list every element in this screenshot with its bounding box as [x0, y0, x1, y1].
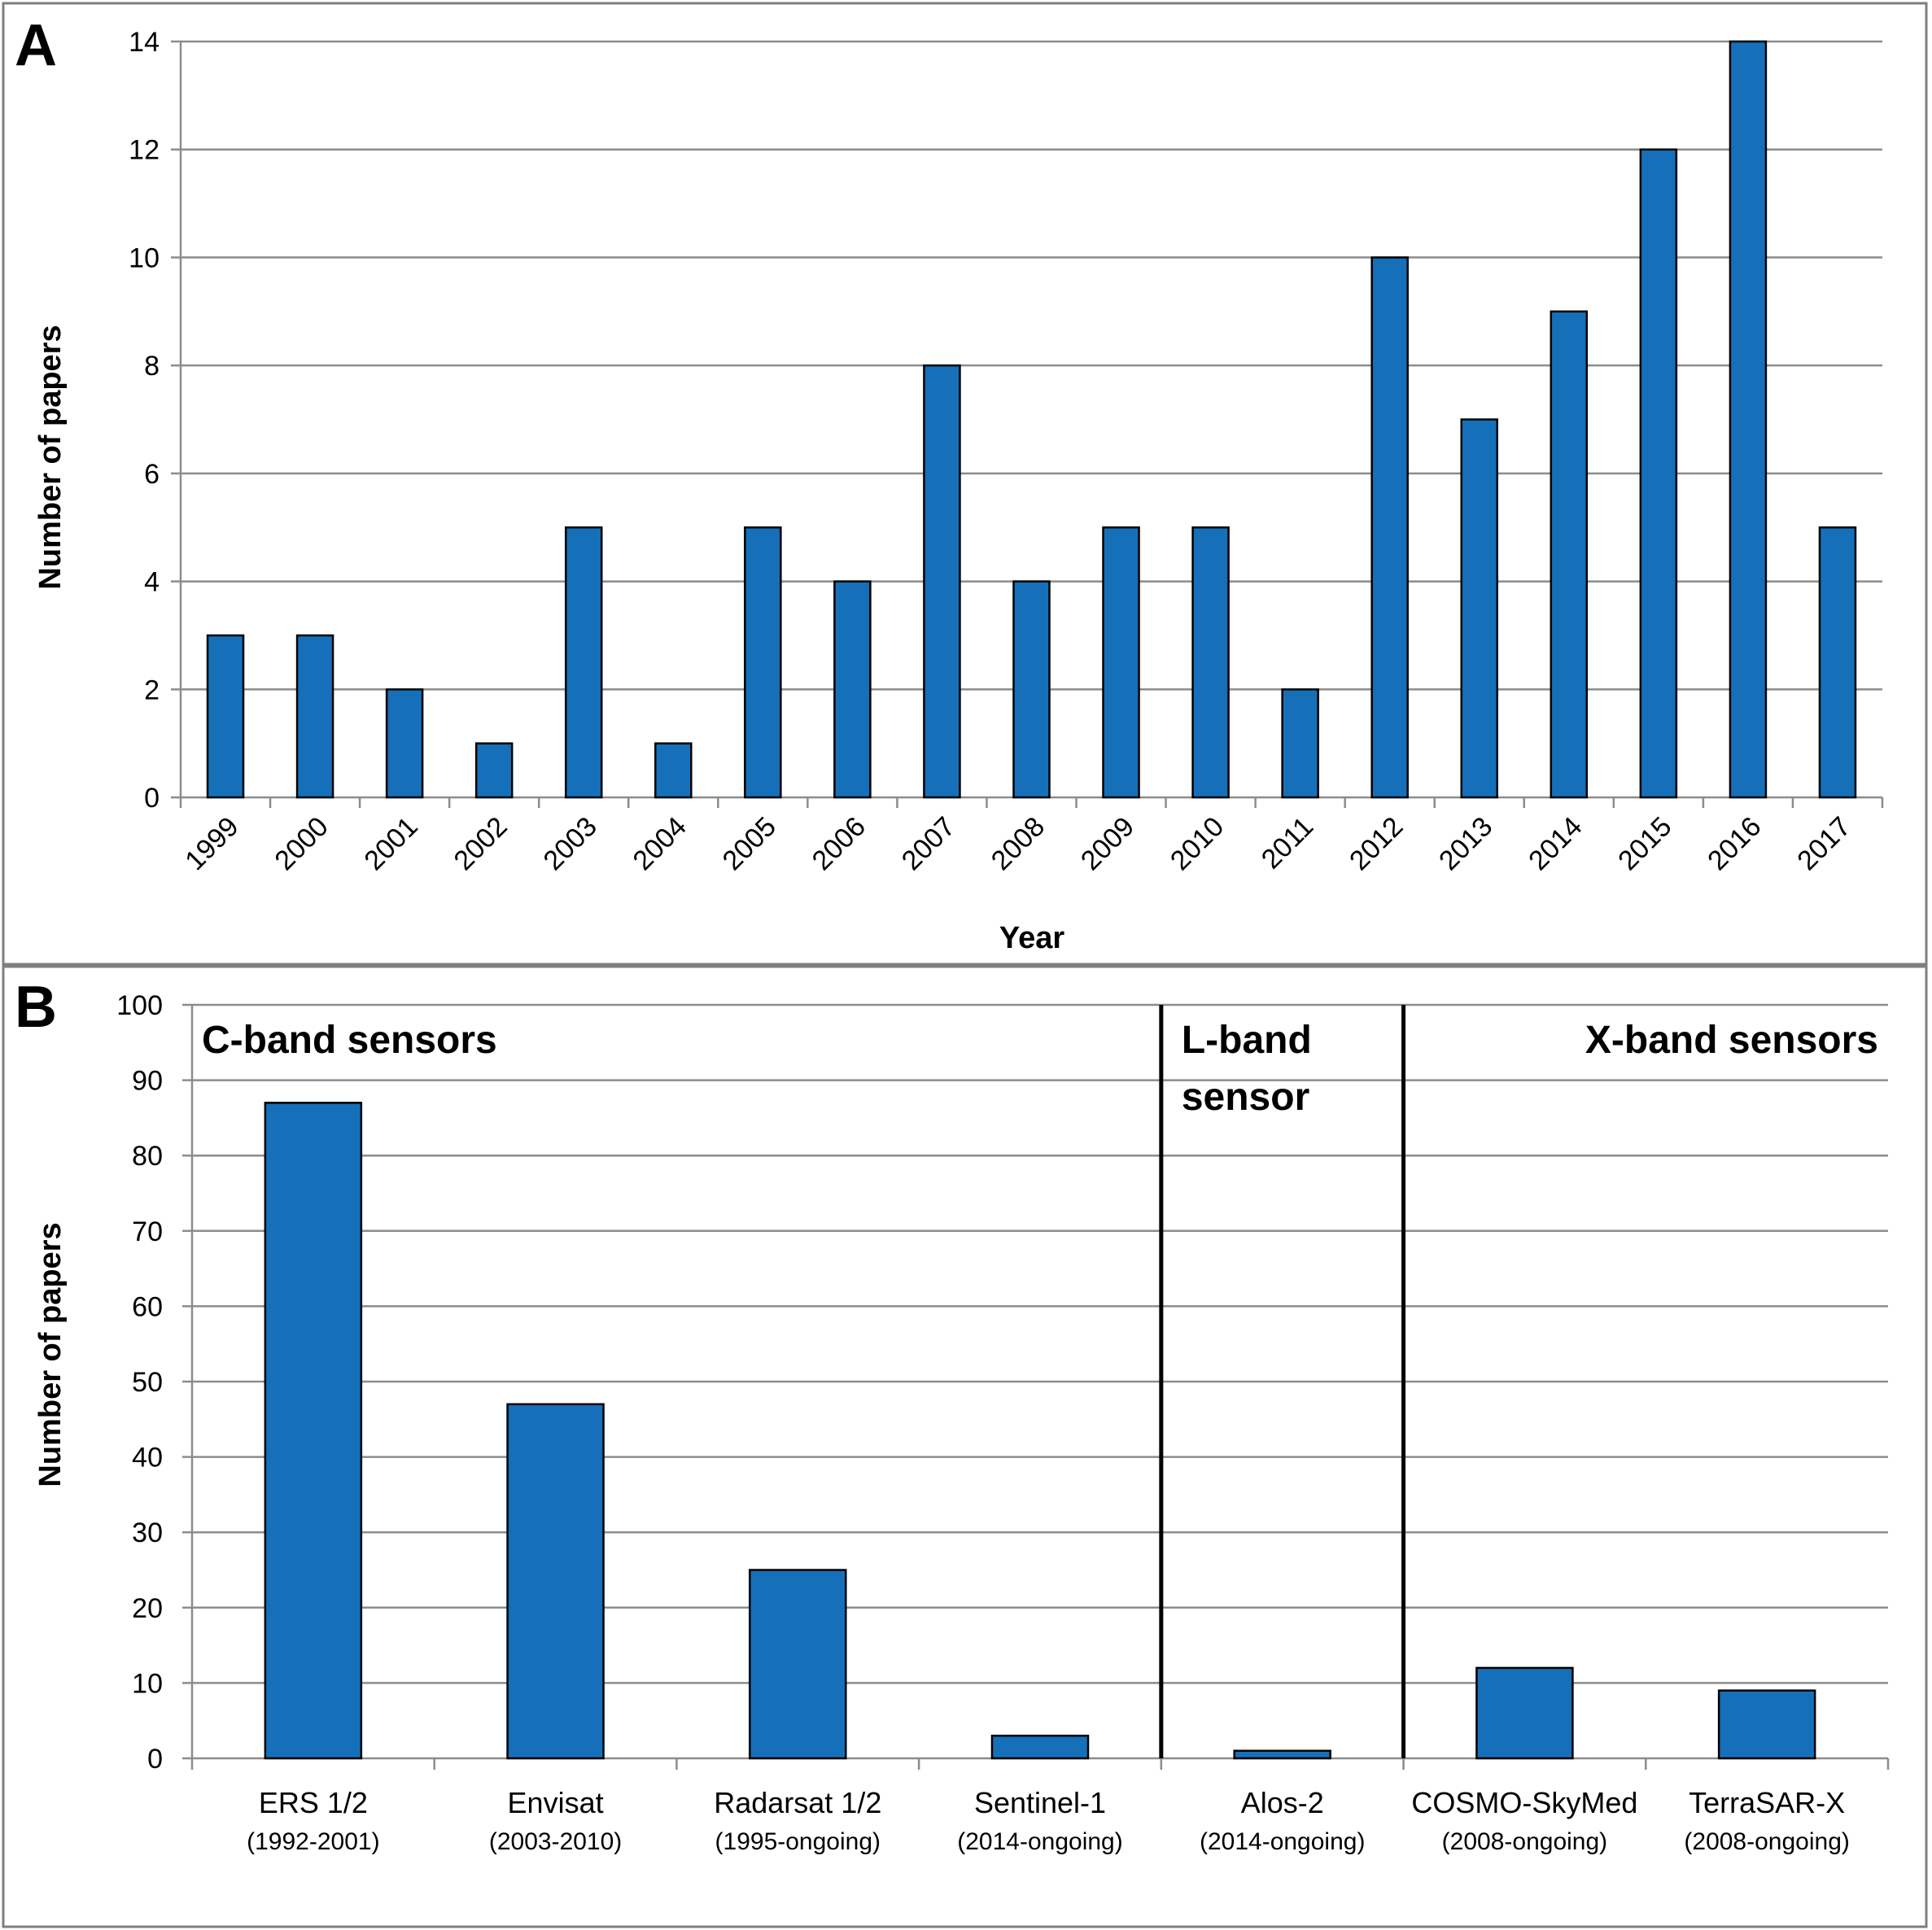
y-tick-label: 0	[144, 783, 160, 814]
x-tick-label: 2007	[896, 811, 961, 876]
y-tick-label: 8	[144, 351, 160, 382]
y-tick-label: 20	[132, 1593, 163, 1624]
bar-2011	[1281, 688, 1319, 799]
bar-sentinel-1	[990, 1734, 1090, 1760]
bar-terrasar-x	[1717, 1689, 1816, 1760]
x-tick-sublabel: (1995-ongoing)	[715, 1828, 881, 1855]
y-tick-label: 0	[147, 1744, 163, 1775]
x-tick-label: Sentinel-1	[974, 1786, 1106, 1819]
x-tick-label: 2006	[806, 811, 872, 876]
y-tick-label: 50	[132, 1367, 163, 1398]
y-tick-label: 14	[129, 27, 160, 58]
x-tick-label: 2017	[1791, 811, 1856, 876]
x-tick-sublabel: (2014-ongoing)	[1200, 1828, 1365, 1855]
band-label: C-band sensors	[202, 1019, 497, 1062]
y-tick-label: 10	[129, 242, 160, 273]
y-tick-label: 70	[132, 1216, 163, 1247]
x-tick-sublabel: (2014-ongoing)	[957, 1828, 1122, 1855]
x-tick-label: 2012	[1344, 811, 1409, 876]
band-label: L-band	[1182, 1019, 1312, 1062]
x-tick-label: 2004	[627, 811, 693, 876]
bar-2015	[1639, 148, 1678, 799]
x-tick-label: 2008	[986, 811, 1051, 876]
x-tick-label: 2013	[1433, 811, 1498, 876]
x-tick-label: 2011	[1256, 811, 1320, 875]
bar-2001	[385, 688, 424, 799]
x-tick-label: Alos-2	[1241, 1786, 1324, 1819]
x-tick-label: 2014	[1523, 811, 1588, 876]
panel-a: A 0 2 4 6 8 10 12 14 1999 2000 2001 2002 2003 2004 2005…	[2, 2, 1928, 966]
bar-2000	[295, 634, 334, 799]
x-tick-label: Radarsat 1/2	[714, 1786, 881, 1819]
band-label: X-band sensors	[1585, 1019, 1878, 1062]
bar-cosmo-skymed	[1475, 1666, 1574, 1760]
x-tick-label: TerraSAR-X	[1689, 1786, 1845, 1819]
panel-b: B 0 10 20 30 40 50 60 70 80 90 100 ERS 1/2 (1992-2001…	[2, 965, 1928, 1928]
x-tick-label: Envisat	[508, 1786, 604, 1819]
bar-2014	[1550, 310, 1589, 799]
x-tick-sublabel: (2008-ongoing)	[1684, 1828, 1849, 1855]
panel-b-frame	[2, 965, 1928, 1928]
y-tick-label: 100	[116, 990, 163, 1021]
y-tick-label: 40	[132, 1443, 163, 1474]
y-tick-label: 6	[144, 459, 160, 490]
band-label: sensor	[1182, 1076, 1309, 1119]
x-tick-label: 2005	[717, 811, 782, 876]
bar-2013	[1460, 418, 1499, 799]
bar-2006	[833, 580, 872, 799]
bar-1999	[206, 634, 245, 799]
y-tick-label: 12	[129, 135, 160, 166]
bar-2002	[474, 742, 514, 799]
x-tick-label: 2009	[1075, 811, 1140, 876]
panel-a-frame	[2, 2, 1928, 966]
bar-2016	[1729, 40, 1768, 799]
bar-ers-1-2	[264, 1102, 363, 1760]
x-tick-label: 2015	[1612, 811, 1677, 876]
bar-2005	[744, 526, 782, 799]
panel-b-label: B	[15, 975, 57, 1040]
bar-envisat	[506, 1403, 605, 1760]
bar-2009	[1102, 526, 1140, 799]
x-tick-label: 2016	[1702, 811, 1767, 876]
y-tick-label: 10	[132, 1668, 163, 1699]
x-tick-label: 2003	[538, 811, 603, 876]
y-tick-label: 4	[144, 567, 160, 598]
x-tick-label: 1999	[179, 811, 244, 876]
bar-2010	[1191, 526, 1230, 799]
y-tick-label: 90	[132, 1066, 163, 1097]
y-axis-title: Number of papers	[33, 325, 68, 589]
bar-2008	[1012, 580, 1051, 799]
y-tick-label: 30	[132, 1517, 163, 1548]
panel-a-label: A	[15, 13, 57, 78]
bar-2017	[1818, 526, 1857, 799]
x-tick-label: ERS 1/2	[259, 1786, 368, 1819]
bar-2003	[564, 526, 603, 799]
x-tick-sublabel: (2008-ongoing)	[1442, 1828, 1607, 1855]
bar-radarsat-1-2	[749, 1569, 847, 1760]
x-tick-label: 2010	[1165, 811, 1230, 876]
x-tick-sublabel: (1992-2001)	[247, 1828, 379, 1855]
y-tick-label: 80	[132, 1141, 163, 1172]
bar-2012	[1370, 256, 1409, 799]
y-axis-title: Number of papers	[33, 1222, 68, 1487]
x-axis-title: Year	[999, 921, 1065, 955]
bar-2004	[654, 742, 693, 799]
x-tick-sublabel: (2003-2010)	[489, 1828, 622, 1855]
bar-2007	[923, 364, 961, 799]
x-tick-label: 2001	[358, 811, 423, 876]
y-tick-label: 60	[132, 1291, 163, 1322]
x-tick-label: COSMO-SkyMed	[1411, 1786, 1637, 1819]
x-tick-label: 2002	[448, 811, 513, 876]
x-tick-label: 2000	[269, 811, 334, 876]
y-tick-label: 2	[144, 675, 160, 705]
bar-alos-2	[1233, 1749, 1331, 1760]
